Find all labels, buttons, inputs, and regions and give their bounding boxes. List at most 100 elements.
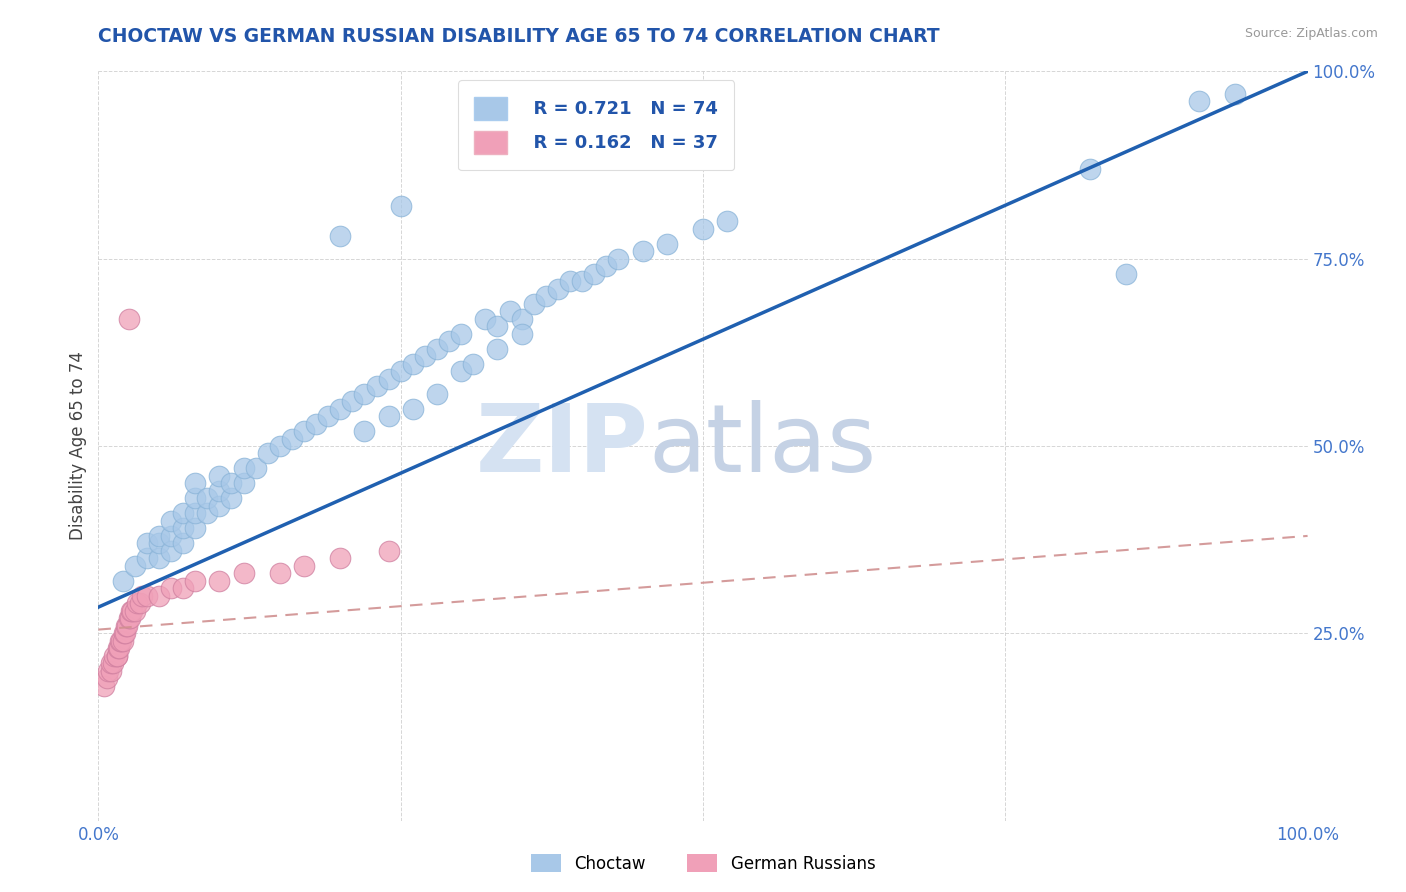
Point: [127, 596, 149, 610]
Point: [486, 319, 509, 334]
Point: [135, 536, 157, 550]
Point: [93, 679, 115, 693]
Point: [571, 274, 593, 288]
Point: [534, 289, 557, 303]
Point: [105, 648, 128, 663]
Point: [97, 664, 120, 678]
Point: [558, 274, 581, 288]
Point: [232, 566, 254, 581]
Point: [120, 604, 142, 618]
Point: [631, 244, 654, 259]
Point: [148, 536, 170, 550]
Legend:   R = 0.721   N = 74,   R = 0.162   N = 37: R = 0.721 N = 74, R = 0.162 N = 37: [458, 80, 734, 170]
Point: [353, 424, 375, 438]
Point: [131, 589, 153, 603]
Point: [413, 349, 436, 363]
Point: [184, 491, 207, 506]
Point: [1188, 95, 1211, 109]
Point: [655, 236, 678, 251]
Point: [105, 648, 128, 663]
Point: [329, 401, 352, 416]
Text: CHOCTAW VS GERMAN RUSSIAN DISABILITY AGE 65 TO 74 CORRELATION CHART: CHOCTAW VS GERMAN RUSSIAN DISABILITY AGE…: [98, 27, 941, 45]
Point: [148, 529, 170, 543]
Point: [118, 611, 141, 625]
Point: [486, 342, 509, 356]
Point: [160, 544, 183, 558]
Point: [114, 626, 136, 640]
Point: [195, 507, 218, 521]
Point: [100, 664, 122, 678]
Text: Source: ZipAtlas.com: Source: ZipAtlas.com: [1244, 27, 1378, 40]
Point: [100, 657, 122, 671]
Point: [160, 582, 183, 596]
Point: [118, 311, 141, 326]
Point: [583, 267, 606, 281]
Point: [377, 544, 399, 558]
Point: [172, 507, 194, 521]
Point: [110, 633, 132, 648]
Point: [426, 386, 449, 401]
Point: [269, 566, 291, 581]
Point: [523, 296, 546, 310]
Point: [692, 221, 714, 235]
Point: [184, 521, 207, 535]
Point: [1223, 87, 1246, 101]
Point: [108, 633, 131, 648]
Point: [184, 574, 207, 588]
Point: [184, 507, 207, 521]
Point: [148, 589, 170, 603]
Point: [450, 326, 472, 341]
Point: [108, 641, 131, 656]
Point: [305, 417, 328, 431]
Point: [292, 424, 315, 438]
Point: [366, 379, 388, 393]
Point: [389, 199, 412, 213]
Point: [208, 469, 231, 483]
Text: atlas: atlas: [648, 400, 877, 492]
Point: [547, 282, 569, 296]
Point: [172, 582, 194, 596]
Point: [184, 476, 207, 491]
Point: [111, 574, 134, 588]
Point: [256, 446, 278, 460]
Point: [426, 342, 449, 356]
Point: [316, 409, 339, 423]
Point: [117, 619, 139, 633]
Point: [1078, 161, 1101, 176]
Point: [135, 589, 157, 603]
Point: [510, 311, 533, 326]
Point: [96, 671, 118, 685]
Point: [232, 476, 254, 491]
Point: [172, 536, 194, 550]
Point: [115, 619, 138, 633]
Point: [208, 499, 231, 513]
Point: [607, 252, 630, 266]
Point: [595, 259, 617, 273]
Point: [208, 574, 231, 588]
Point: [221, 476, 243, 491]
Point: [148, 551, 170, 566]
Point: [389, 364, 412, 378]
Point: [269, 439, 291, 453]
Point: [498, 304, 520, 318]
Point: [112, 626, 135, 640]
Point: [221, 491, 243, 506]
Point: [124, 558, 146, 573]
Point: [118, 611, 141, 625]
Point: [329, 229, 352, 244]
Point: [245, 461, 267, 475]
Point: [402, 357, 425, 371]
Point: [329, 551, 352, 566]
Point: [232, 461, 254, 475]
Point: [111, 633, 134, 648]
Point: [101, 657, 124, 671]
Point: [208, 483, 231, 498]
Point: [107, 641, 129, 656]
Point: [1115, 267, 1137, 281]
Point: [128, 596, 150, 610]
Point: [195, 491, 218, 506]
Point: [437, 334, 460, 348]
Point: [463, 357, 485, 371]
Point: [124, 604, 146, 618]
Point: [281, 432, 304, 446]
